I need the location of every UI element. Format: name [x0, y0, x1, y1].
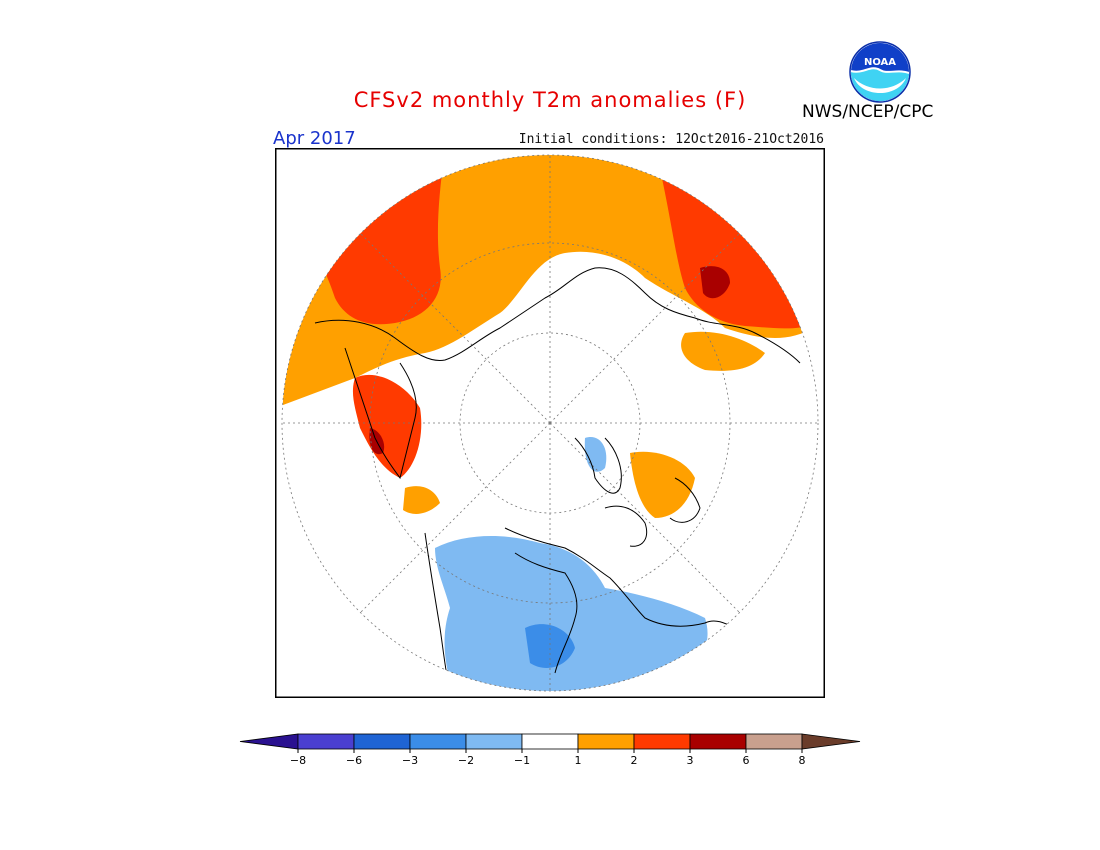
legend-bin [745, 733, 803, 750]
legend-tick-label: 6 [743, 754, 750, 767]
legend-bin [633, 733, 691, 750]
organization-label: NWS/NCEP/CPC [802, 102, 934, 122]
legend-bin [353, 733, 411, 750]
legend-tick-label: −8 [290, 754, 306, 767]
chart-title: CFSv2 monthly T2m anomalies (F) [353, 88, 747, 112]
anomaly-region-cool-north-america [435, 536, 708, 691]
legend-tick-label: −1 [514, 754, 530, 767]
polar-map [275, 148, 825, 698]
legend-tick-label: 3 [687, 754, 694, 767]
logo-text: NOAA [864, 57, 896, 68]
legend-bin [521, 733, 579, 750]
legend-tick-label: −2 [458, 754, 474, 767]
anomaly-region-cold-central-canada [525, 624, 575, 668]
legend-bin [689, 733, 747, 750]
legend-tick-label: −6 [346, 754, 362, 767]
anomaly-region-warm-alaska [681, 331, 765, 371]
noaa-logo: NOAA [849, 41, 911, 103]
map-border [275, 148, 825, 698]
map-boundary [281, 154, 819, 692]
legend-tick-label: 8 [799, 754, 806, 767]
legend-bin [297, 733, 355, 750]
color-legend: −8 −6 −3 −2 −1 1 2 3 6 8 [239, 733, 861, 767]
anomaly-region-warm-canada-east [630, 451, 695, 518]
legend-bin [577, 733, 635, 750]
legend-tick-label: 1 [575, 754, 582, 767]
initial-conditions-label: Initial conditions: 12Oct2016-21Oct2016 [518, 132, 824, 147]
anomaly-region-warm-greenland-west [352, 374, 422, 478]
valid-month-label: Apr 2017 [273, 128, 356, 149]
legend-bin [409, 733, 467, 750]
legend-tick-label: −3 [402, 754, 418, 767]
anomaly-region-warm-atlantic [403, 486, 440, 514]
legend-tick-label: 2 [631, 754, 638, 767]
legend-bin [465, 733, 523, 750]
legend-arrow-low [239, 733, 299, 750]
anomaly-region-extreme-siberia [700, 266, 730, 299]
legend-arrow-high [801, 733, 861, 750]
